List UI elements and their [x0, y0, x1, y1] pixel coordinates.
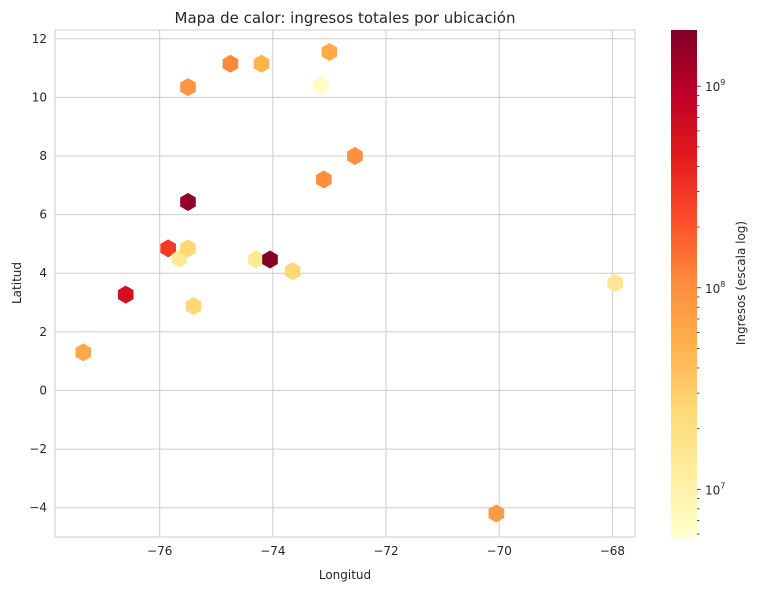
y-axis-ticks: −4 −2 0 2 4 6 8 10 12	[29, 32, 47, 515]
hexbin-cell	[117, 285, 134, 304]
hexbin-cell	[180, 193, 196, 212]
y-tick-label: −4	[29, 501, 47, 515]
colorbar-tick-label: 109	[705, 78, 725, 94]
x-axis-label: Longitud	[319, 568, 371, 582]
x-tick-label: −68	[600, 544, 625, 558]
hexbin-cell	[248, 250, 264, 269]
hexbin-cell	[313, 76, 329, 95]
hexbin-cells	[75, 42, 623, 523]
y-tick-label: −2	[29, 442, 47, 456]
colorbar-label: Ingresos (escala log)	[734, 221, 748, 345]
colorbar-tick-label: 107	[705, 481, 725, 497]
y-tick-label: 10	[32, 90, 47, 104]
hexbin-cell	[160, 239, 176, 258]
hexbin-cell	[222, 54, 239, 73]
y-tick-label: 4	[39, 266, 47, 280]
y-axis-label: Latitud	[10, 262, 24, 304]
hexbin-cell	[180, 239, 196, 258]
hexbin-cell	[75, 343, 92, 362]
y-tick-label: 2	[39, 325, 47, 339]
hexbin-cell	[488, 504, 505, 523]
colorbar-ticks: 107 108 109	[697, 78, 725, 535]
hexbin-cell	[262, 250, 278, 269]
hexbin-cell	[284, 262, 301, 281]
y-tick-label: 12	[32, 32, 47, 46]
x-axis-ticks: −76 −74 −72 −70 −68	[147, 544, 625, 558]
hexbin-cell	[315, 170, 332, 189]
hexbin-cell	[607, 273, 623, 292]
x-tick-label: −72	[373, 544, 398, 558]
chart-title: Mapa de calor: ingresos totales por ubic…	[175, 9, 516, 27]
hexbin-cell	[180, 78, 196, 97]
y-tick-label: 0	[39, 383, 47, 397]
y-tick-label: 6	[39, 208, 47, 222]
hexbin-cell	[185, 297, 202, 316]
x-tick-label: −70	[487, 544, 512, 558]
hexbin-cell	[347, 147, 363, 166]
plot-area	[54, 29, 636, 538]
hexbin-cell	[321, 42, 338, 61]
hexbin-cell	[253, 54, 270, 73]
y-tick-label: 8	[39, 149, 47, 163]
colorbar-tick-label: 108	[705, 280, 725, 296]
x-tick-label: −76	[147, 544, 172, 558]
x-tick-label: −74	[260, 544, 285, 558]
colorbar	[671, 30, 697, 537]
